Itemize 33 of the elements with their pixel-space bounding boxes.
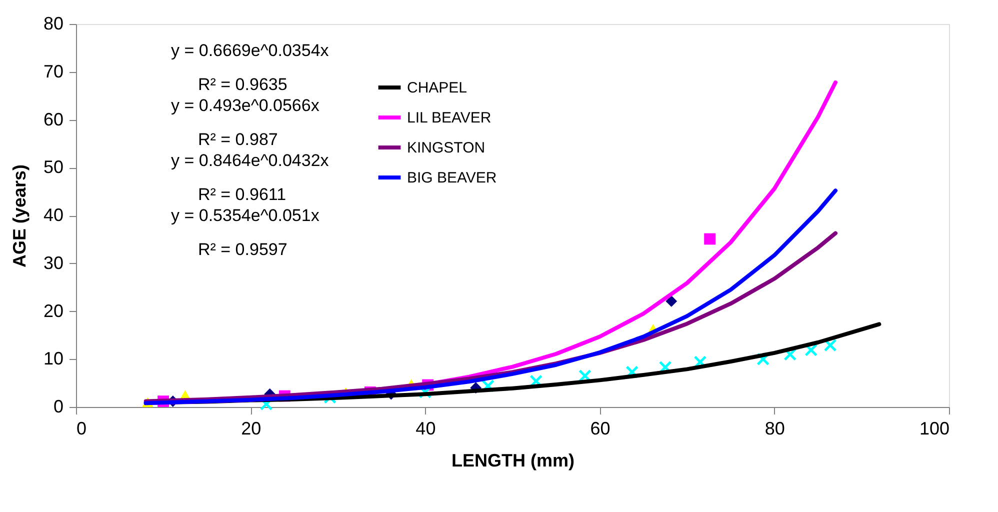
y-tick-label: 20 (43, 300, 64, 321)
x-tick-label: 100 (919, 418, 950, 438)
x-tick-label: 80 (764, 418, 785, 438)
annotation: R² = 0.9597 (198, 240, 288, 259)
y-tick-label: 50 (43, 157, 64, 178)
x-axis-title: LENGTH (mm) (452, 450, 574, 470)
annotation: y = 0.6669e^0.0354x (171, 41, 330, 60)
y-tick-label: 0 (53, 396, 64, 416)
y-tick-label: 80 (43, 14, 64, 34)
x-tick-label: 40 (416, 418, 436, 438)
point (824, 338, 837, 352)
annotation: y = 0.5354e^0.051x (171, 206, 320, 225)
x-tick-label: 0 (76, 418, 87, 438)
point (666, 295, 678, 307)
y-tick-label: 30 (43, 252, 64, 273)
legend-label: LIL BEAVER (407, 110, 492, 126)
legend-label: KINGSTON (407, 140, 486, 156)
y-axis-title: AGE (years) (9, 164, 30, 268)
legend-label: CHAPEL (407, 80, 468, 96)
point (804, 344, 818, 357)
legend-label: BIG BEAVER (407, 170, 497, 186)
x-tick-label: 60 (590, 418, 610, 438)
x-tick-label: 20 (241, 418, 262, 438)
y-tick-label: 70 (43, 61, 64, 82)
y-tick-label: 60 (43, 109, 64, 130)
annotation: y = 0.493e^0.0566x (171, 96, 320, 115)
annotation: R² = 0.9635 (198, 75, 288, 94)
point (704, 233, 716, 245)
annotation: R² = 0.9611 (198, 185, 286, 204)
annotation: R² = 0.987 (198, 130, 278, 149)
y-tick-label: 40 (43, 205, 64, 225)
annotation: y = 0.8464e^0.0432x (171, 151, 330, 170)
y-tick-label: 10 (43, 348, 64, 369)
